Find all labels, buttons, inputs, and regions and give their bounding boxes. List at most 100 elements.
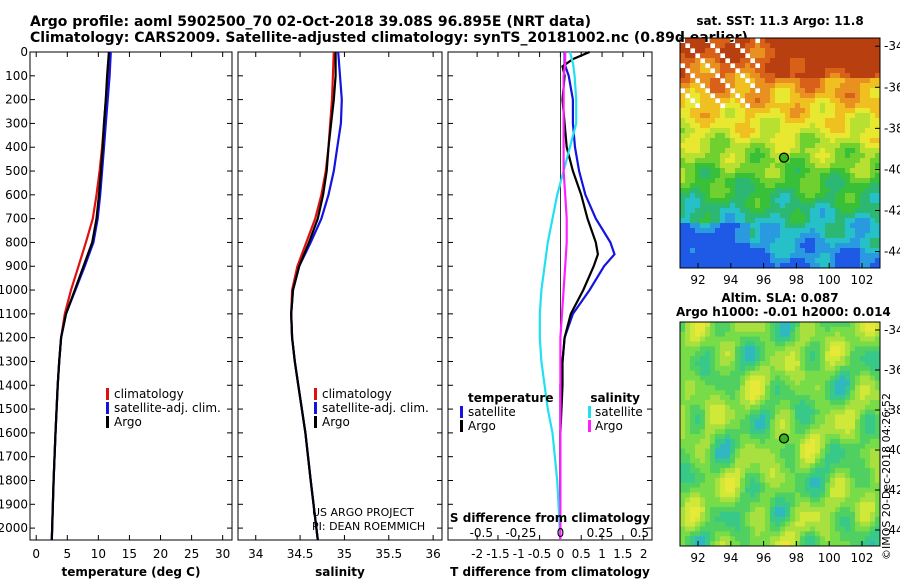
map-cell bbox=[840, 53, 846, 59]
depth-tick-label: 1100 bbox=[0, 307, 28, 321]
map-cell bbox=[845, 168, 851, 174]
map-cell bbox=[790, 472, 796, 479]
map-cell bbox=[755, 360, 761, 367]
map-cell bbox=[805, 390, 811, 396]
depth-tick-label: 1300 bbox=[0, 354, 28, 368]
map-cell bbox=[865, 434, 871, 440]
map-cell bbox=[745, 380, 751, 386]
map-cell bbox=[740, 526, 746, 532]
map-cell bbox=[755, 487, 761, 493]
map-cell bbox=[800, 511, 806, 518]
map-cell bbox=[805, 238, 811, 244]
map-cell bbox=[790, 258, 796, 264]
map-cell bbox=[770, 198, 776, 204]
map-cell bbox=[780, 138, 786, 144]
x-tick-label-salinity-profile: 34 bbox=[248, 547, 263, 561]
map-cell bbox=[760, 138, 766, 144]
sla-map-title-line2: Argo h1000: -0.01 h2000: 0.014 bbox=[676, 305, 891, 319]
map-cell bbox=[815, 331, 821, 338]
map-cell bbox=[775, 123, 781, 129]
map-cell bbox=[860, 521, 866, 527]
map-cell bbox=[820, 443, 826, 450]
map-cell bbox=[855, 351, 861, 357]
map-cell bbox=[835, 118, 841, 124]
map-cell bbox=[830, 336, 836, 342]
map-cell bbox=[695, 178, 701, 184]
map-cell bbox=[750, 331, 756, 338]
map-cell bbox=[690, 58, 696, 64]
map-cell bbox=[860, 375, 866, 381]
map-cell bbox=[680, 385, 686, 391]
map-cell bbox=[875, 178, 881, 184]
map-cell bbox=[710, 536, 716, 542]
map-cell bbox=[860, 356, 866, 362]
map-cell bbox=[835, 434, 841, 440]
map-cell bbox=[875, 53, 881, 59]
map-cell bbox=[745, 68, 751, 74]
map-cell bbox=[760, 133, 766, 139]
map-cell bbox=[685, 516, 691, 523]
map-cell bbox=[860, 243, 866, 249]
map-cell bbox=[845, 213, 851, 219]
map-cell bbox=[870, 409, 876, 415]
map-cell bbox=[700, 148, 706, 154]
map-cell bbox=[855, 103, 861, 109]
map-cell bbox=[710, 38, 716, 44]
map-cell bbox=[725, 536, 731, 542]
map-cell bbox=[750, 380, 756, 386]
map-cell bbox=[755, 153, 761, 159]
legend-swatch-diff-temperature bbox=[460, 420, 463, 432]
map-cell bbox=[830, 253, 836, 259]
map-cell bbox=[855, 143, 861, 149]
map-cell bbox=[690, 248, 696, 254]
map-cell bbox=[725, 448, 731, 454]
map-cell bbox=[680, 404, 686, 411]
map-cell bbox=[755, 78, 761, 84]
map-cell bbox=[685, 173, 691, 179]
map-cell bbox=[695, 83, 701, 89]
map-cell bbox=[755, 443, 761, 450]
map-cell bbox=[755, 138, 761, 144]
map-cell bbox=[770, 168, 776, 174]
map-cell bbox=[790, 419, 796, 425]
map-cell bbox=[770, 183, 776, 189]
map-cell bbox=[725, 148, 731, 154]
map-cell bbox=[810, 370, 816, 376]
map-cell bbox=[760, 173, 766, 179]
credit-text: US ARGO PROJECT bbox=[312, 506, 414, 519]
map-cell bbox=[775, 218, 781, 224]
map-cell bbox=[685, 88, 691, 94]
map-cell bbox=[735, 458, 741, 464]
map-cell bbox=[795, 138, 801, 144]
map-cell bbox=[850, 453, 856, 459]
map-cell bbox=[680, 133, 686, 139]
map-cell bbox=[795, 336, 801, 342]
map-cell bbox=[850, 198, 856, 204]
map-cell bbox=[810, 68, 816, 74]
map-cell bbox=[860, 168, 866, 174]
map-cell bbox=[695, 63, 701, 69]
map-cell bbox=[795, 188, 801, 194]
map-cell bbox=[725, 213, 731, 219]
map-cell bbox=[745, 463, 751, 469]
map-cell bbox=[760, 458, 766, 464]
map-cell bbox=[725, 78, 731, 84]
map-cell bbox=[735, 123, 741, 129]
map-cell bbox=[795, 331, 801, 338]
legend-label-diff-salinity: satellite bbox=[595, 405, 643, 419]
map-cell bbox=[750, 168, 756, 174]
map-cell bbox=[760, 404, 766, 411]
map-cell bbox=[740, 188, 746, 194]
map-cell bbox=[830, 123, 836, 129]
map-cell bbox=[745, 399, 751, 406]
x-tick-label-difference-profile: 0 bbox=[557, 547, 565, 561]
map-cell bbox=[810, 541, 816, 547]
map-cell bbox=[835, 48, 841, 54]
map-cell bbox=[845, 360, 851, 367]
map-cell bbox=[720, 208, 726, 214]
map-cell bbox=[850, 168, 856, 174]
map-cell bbox=[685, 429, 691, 435]
map-cell bbox=[820, 356, 826, 362]
map-cell bbox=[735, 163, 741, 169]
